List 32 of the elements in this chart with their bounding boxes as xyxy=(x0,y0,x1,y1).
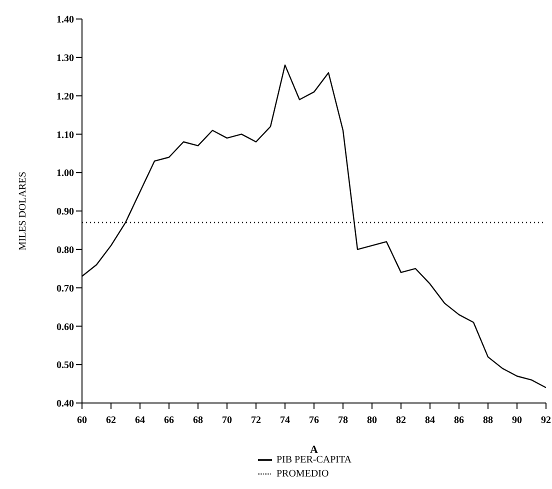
x-tick-label: 92 xyxy=(541,415,551,426)
x-tick-label: 68 xyxy=(193,415,203,426)
y-tick-label: 1.20 xyxy=(56,91,74,102)
y-tick-label: 1.00 xyxy=(56,168,74,180)
x-tick-label: 66 xyxy=(164,415,174,426)
y-tick-label: 0.70 xyxy=(56,283,74,294)
x-tick-label: 64 xyxy=(135,415,145,426)
legend-label: PROMEDIO xyxy=(276,468,329,480)
y-tick-label: 1.10 xyxy=(56,130,74,141)
y-tick-label: 0.80 xyxy=(56,244,74,256)
x-tick-label: 78 xyxy=(338,415,348,426)
y-tick-label: 0.90 xyxy=(56,206,74,218)
x-tick-label: 62 xyxy=(106,415,116,426)
y-tick-label: 0.60 xyxy=(56,322,74,333)
x-tick-label: 72 xyxy=(251,415,261,426)
x-tick-label: 86 xyxy=(454,415,464,426)
x-tick-label: 60 xyxy=(77,415,87,426)
x-tick-label: 80 xyxy=(367,415,377,426)
y-tick-label: 0.50 xyxy=(56,360,74,372)
x-axis-title: A xyxy=(310,444,318,456)
y-tick-label: 1.30 xyxy=(56,52,74,64)
x-tick-label: 82 xyxy=(396,415,406,426)
y-tick-label: 1.40 xyxy=(56,14,74,26)
y-tick-label: 0.40 xyxy=(56,398,74,410)
x-tick-label: 88 xyxy=(483,415,493,426)
legend-label: PIB PER-CAPITA xyxy=(276,454,352,466)
x-tick-label: 70 xyxy=(222,415,232,426)
x-tick-label: 90 xyxy=(512,415,522,426)
x-tick-label: 76 xyxy=(309,415,319,426)
x-tick-label: 84 xyxy=(425,415,435,426)
x-tick-label: 74 xyxy=(280,415,290,426)
y-axis-title: MILES DOLARES xyxy=(18,172,29,250)
